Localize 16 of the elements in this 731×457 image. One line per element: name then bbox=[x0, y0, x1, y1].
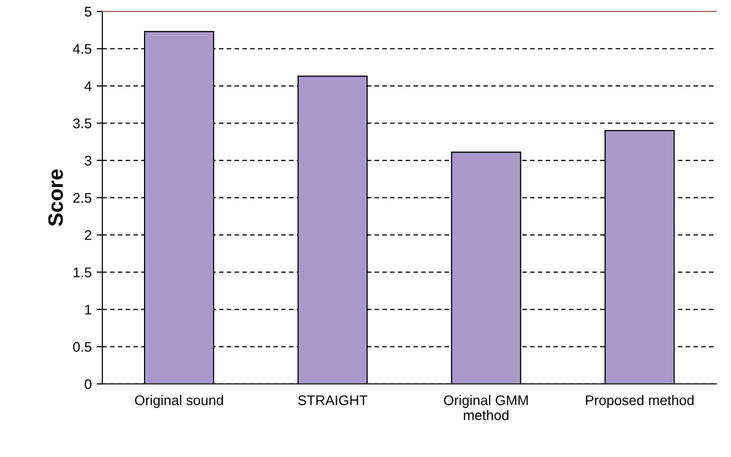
y-tick-label: 0 bbox=[84, 379, 92, 390]
x-tick-label: Original GMM method bbox=[444, 394, 528, 420]
y-tick-label: 1 bbox=[85, 304, 92, 314]
x-tick-label: STRAIGHT bbox=[298, 395, 368, 406]
y-tick-label: 4.5 bbox=[72, 44, 92, 54]
y-tick-label: 5 bbox=[84, 6, 92, 17]
y-tick-label: 3 bbox=[84, 156, 92, 166]
y-axis-title: Score bbox=[48, 169, 63, 226]
y-tick-label: 2 bbox=[84, 230, 92, 240]
x-tick-label: Original sound bbox=[134, 394, 223, 408]
y-tick-label: 1.5 bbox=[74, 268, 92, 278]
y-tick-label: 0.5 bbox=[73, 342, 92, 352]
x-tick-label: Proposed method bbox=[586, 394, 694, 408]
y-tick-label: 2.5 bbox=[73, 192, 92, 203]
y-tick-label: 3.5 bbox=[73, 118, 92, 128]
y-tick-label: 4 bbox=[84, 81, 92, 91]
